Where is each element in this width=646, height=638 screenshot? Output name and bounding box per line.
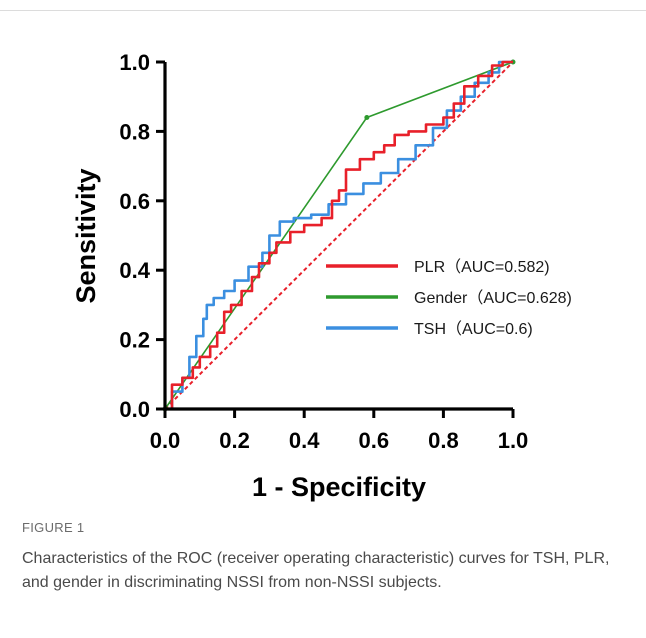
x-tick-label: 0.4: [289, 428, 320, 453]
x-tick-label: 0.8: [428, 428, 459, 453]
y-axis-title: Sensitivity: [71, 168, 101, 303]
x-tick-label: 1.0: [498, 428, 529, 453]
legend-label-gender: Gender（AUC=0.628): [414, 289, 572, 307]
x-tick-label: 0.6: [359, 428, 390, 453]
series-line-plr: [165, 60, 513, 411]
x-tick-label: 0.2: [219, 428, 250, 453]
legend-label-tsh: TSH（AUC=0.6): [414, 320, 533, 338]
gender-point: [364, 115, 370, 121]
plot-area: [162, 59, 516, 412]
x-axis-title: 1 - Specificity: [252, 472, 426, 502]
legend: PLR（AUC=0.582) Gender（AUC=0.628) TSH（AUC…: [326, 258, 572, 338]
figure-caption: Characteristics of the ROC (receiver ope…: [22, 550, 610, 591]
ticks: 0.00.0 0.2 0.2 0.4 0.4 0.6 0.6 0.8 0.8 1.0 1.0: [119, 50, 528, 453]
figure-label: FIGURE 1: [22, 520, 85, 535]
axes: [163, 62, 513, 411]
y-tick-label: 0.2: [119, 328, 150, 353]
roc-chart: 0.00.0 0.2 0.2 0.4 0.4 0.6 0.6 0.8 0.8 1.0 1.0 1 -…: [71, 50, 572, 502]
y-tick-label: 0.4: [119, 258, 150, 283]
legend-label-plr: PLR（AUC=0.582): [414, 258, 550, 276]
y-tick-label: 0.6: [119, 189, 150, 214]
x-tick-label: 0.0: [150, 428, 181, 453]
series-line-tsh: [165, 60, 513, 411]
top-divider: [0, 10, 646, 11]
y-tick-label: 1.0: [119, 50, 150, 75]
y-tick-label: 0.0: [119, 397, 150, 422]
y-tick-label: 0.8: [119, 119, 150, 144]
reference-line: [164, 61, 514, 410]
